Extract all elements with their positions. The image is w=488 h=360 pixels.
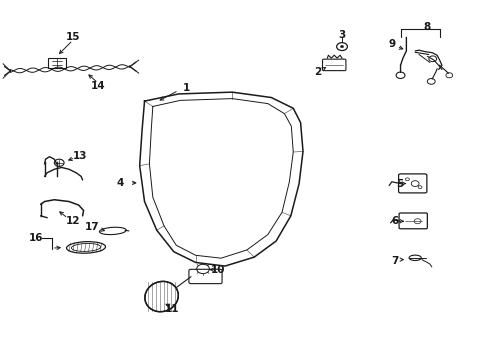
Text: 15: 15 xyxy=(65,32,80,42)
Text: 16: 16 xyxy=(28,233,43,243)
Circle shape xyxy=(340,45,343,48)
Text: 17: 17 xyxy=(85,222,100,232)
Text: 12: 12 xyxy=(65,216,80,226)
Text: 11: 11 xyxy=(165,304,179,314)
Text: 1: 1 xyxy=(182,83,189,93)
Text: 6: 6 xyxy=(390,216,398,226)
Text: 9: 9 xyxy=(388,40,395,49)
Text: 8: 8 xyxy=(423,22,430,32)
Text: 14: 14 xyxy=(91,81,105,91)
Text: 5: 5 xyxy=(395,179,403,189)
Text: 3: 3 xyxy=(338,30,345,40)
Text: 10: 10 xyxy=(210,265,224,275)
Text: 2: 2 xyxy=(313,67,321,77)
Text: 13: 13 xyxy=(72,150,87,161)
Text: 4: 4 xyxy=(116,178,123,188)
Text: 7: 7 xyxy=(390,256,398,266)
